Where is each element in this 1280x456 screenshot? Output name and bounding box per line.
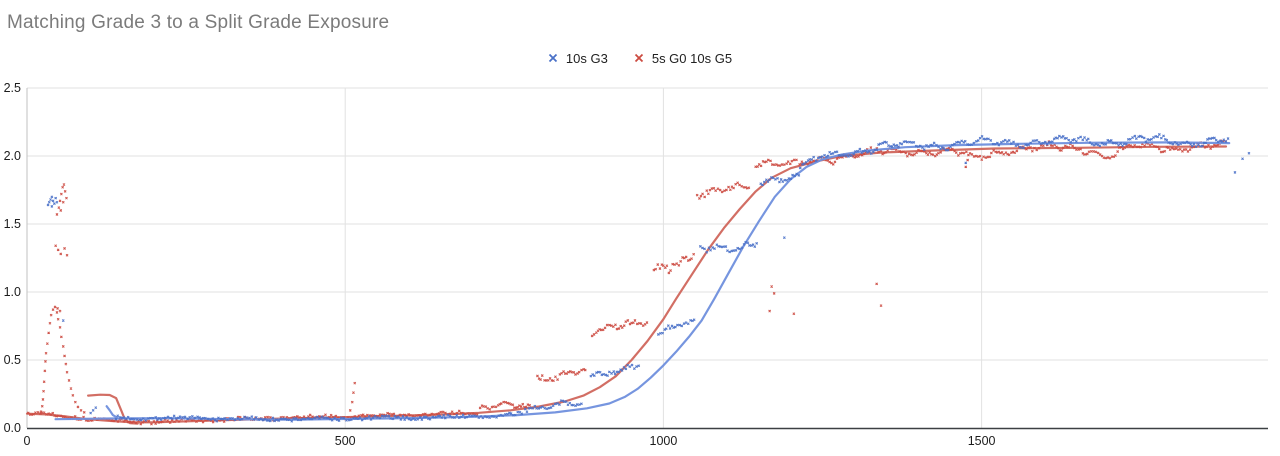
- x-axis: 0 500 1000 1500: [0, 434, 1280, 452]
- trend-line-5s-g0-10s-g5: [25, 145, 1228, 425]
- scatter-points-5s-g0-10s-g5: [26, 139, 1227, 426]
- x-axis-label: 0: [23, 434, 31, 448]
- y-axis: 0.0 0.5 1.0 1.5 2.0 2.5: [0, 0, 21, 456]
- legend-item-5s-g0-10s-g5[interactable]: 5s G0 10s G5: [634, 51, 732, 66]
- x-marker-icon: [548, 53, 558, 63]
- y-axis-label: 1.5: [3, 217, 21, 231]
- y-axis-label: 0.0: [3, 421, 21, 435]
- x-axis-label: 500: [334, 434, 356, 448]
- x-marker-icon: [634, 53, 643, 63]
- series-layer: [25, 133, 1251, 426]
- x-axis-label: 1500: [967, 434, 996, 448]
- y-axis-label: 2.0: [3, 149, 21, 163]
- y-axis-label: 2.5: [3, 81, 21, 95]
- y-axis-label: 1.0: [3, 285, 21, 299]
- y-axis-label: 0.5: [3, 353, 21, 367]
- trend-line-10s-g3: [54, 141, 1231, 421]
- gridlines: [26, 87, 1268, 428]
- legend-label: 5s G0 10s G5: [651, 50, 733, 66]
- legend-item-10s-g3[interactable]: 10s G3: [548, 51, 608, 66]
- x-axis-label: 1000: [649, 434, 678, 448]
- legend: 10s G3 5s G0 10s G5: [0, 49, 1280, 67]
- chart-title: Matching Grade 3 to a Split Grade Exposu…: [7, 12, 390, 33]
- legend-label: 10s G3: [565, 50, 608, 66]
- scatter-points-10s-g3: [46, 133, 1251, 423]
